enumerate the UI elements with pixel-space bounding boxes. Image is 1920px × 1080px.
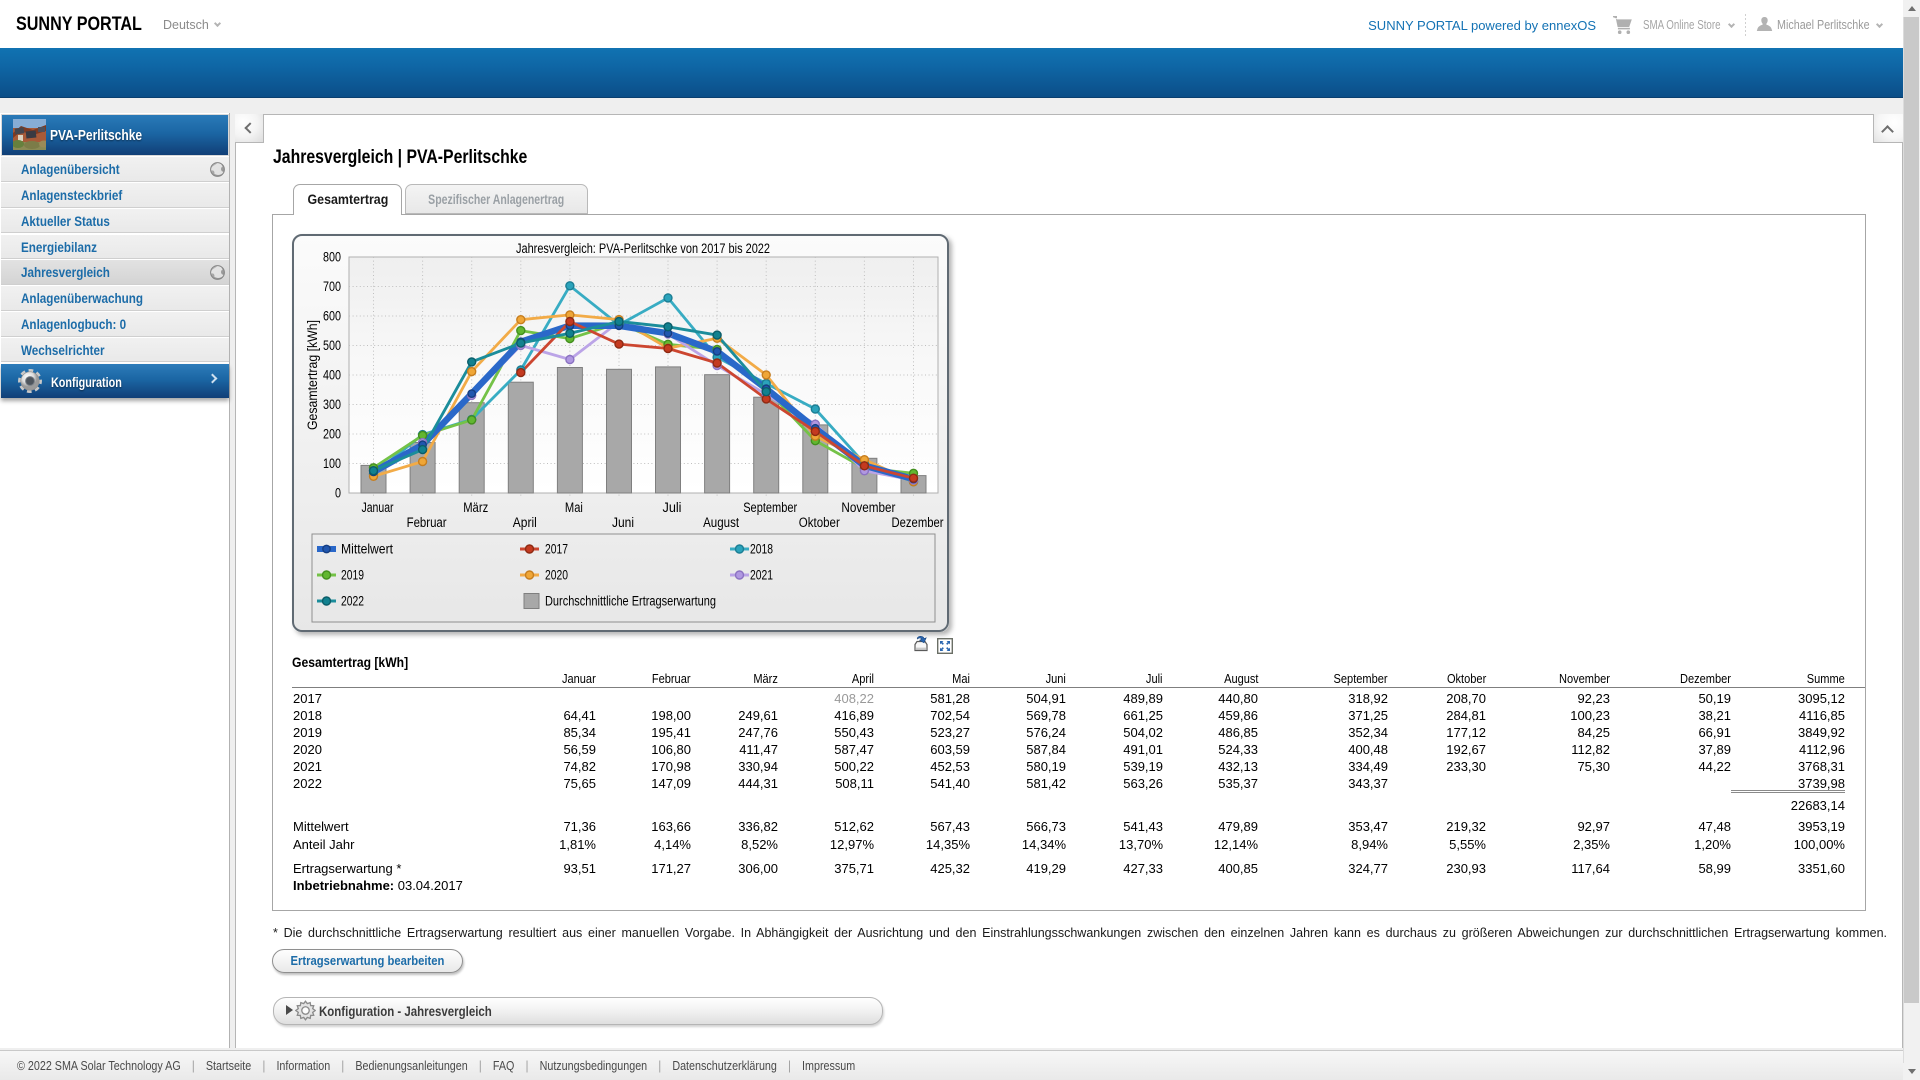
svg-text:2019: 2019: [341, 568, 364, 583]
svg-text:Durchschnittliche Ertragserwar: Durchschnittliche Ertragserwartung: [545, 594, 716, 609]
svg-text:Januar: Januar: [362, 500, 394, 515]
svg-text:600: 600: [323, 309, 341, 324]
svg-text:Dezember: Dezember: [892, 515, 944, 530]
svg-text:700: 700: [323, 279, 341, 294]
svg-text:Juli: Juli: [663, 500, 682, 515]
svg-text:200: 200: [323, 427, 341, 442]
svg-text:500: 500: [323, 338, 341, 353]
svg-text:100: 100: [323, 456, 341, 471]
svg-text:Februar: Februar: [407, 515, 447, 530]
svg-text:März: März: [463, 500, 488, 515]
svg-text:Mittelwert: Mittelwert: [341, 542, 393, 557]
svg-text:2018: 2018: [750, 542, 773, 557]
svg-text:November: November: [841, 500, 895, 515]
svg-text:Gesamtertrag [kWh]: Gesamtertrag [kWh]: [305, 320, 320, 430]
svg-text:2017: 2017: [545, 542, 568, 557]
svg-text:Juni: Juni: [612, 515, 634, 530]
svg-text:2020: 2020: [545, 568, 568, 583]
svg-text:0: 0: [335, 486, 341, 501]
svg-text:Jahresvergleich: PVA-Perlitsch: Jahresvergleich: PVA-Perlitschke von 201…: [516, 241, 770, 256]
svg-text:August: August: [703, 515, 739, 530]
svg-text:Oktober: Oktober: [799, 515, 840, 530]
svg-text:400: 400: [323, 368, 341, 383]
svg-text:Mai: Mai: [565, 500, 583, 515]
svg-text:2022: 2022: [341, 594, 364, 609]
svg-text:April: April: [513, 515, 537, 530]
svg-text:300: 300: [323, 397, 341, 412]
svg-text:2021: 2021: [750, 568, 773, 583]
svg-text:September: September: [743, 500, 797, 515]
svg-text:800: 800: [323, 250, 341, 265]
